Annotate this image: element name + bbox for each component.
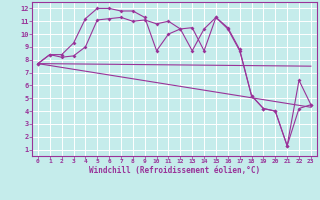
X-axis label: Windchill (Refroidissement éolien,°C): Windchill (Refroidissement éolien,°C) xyxy=(89,166,260,175)
